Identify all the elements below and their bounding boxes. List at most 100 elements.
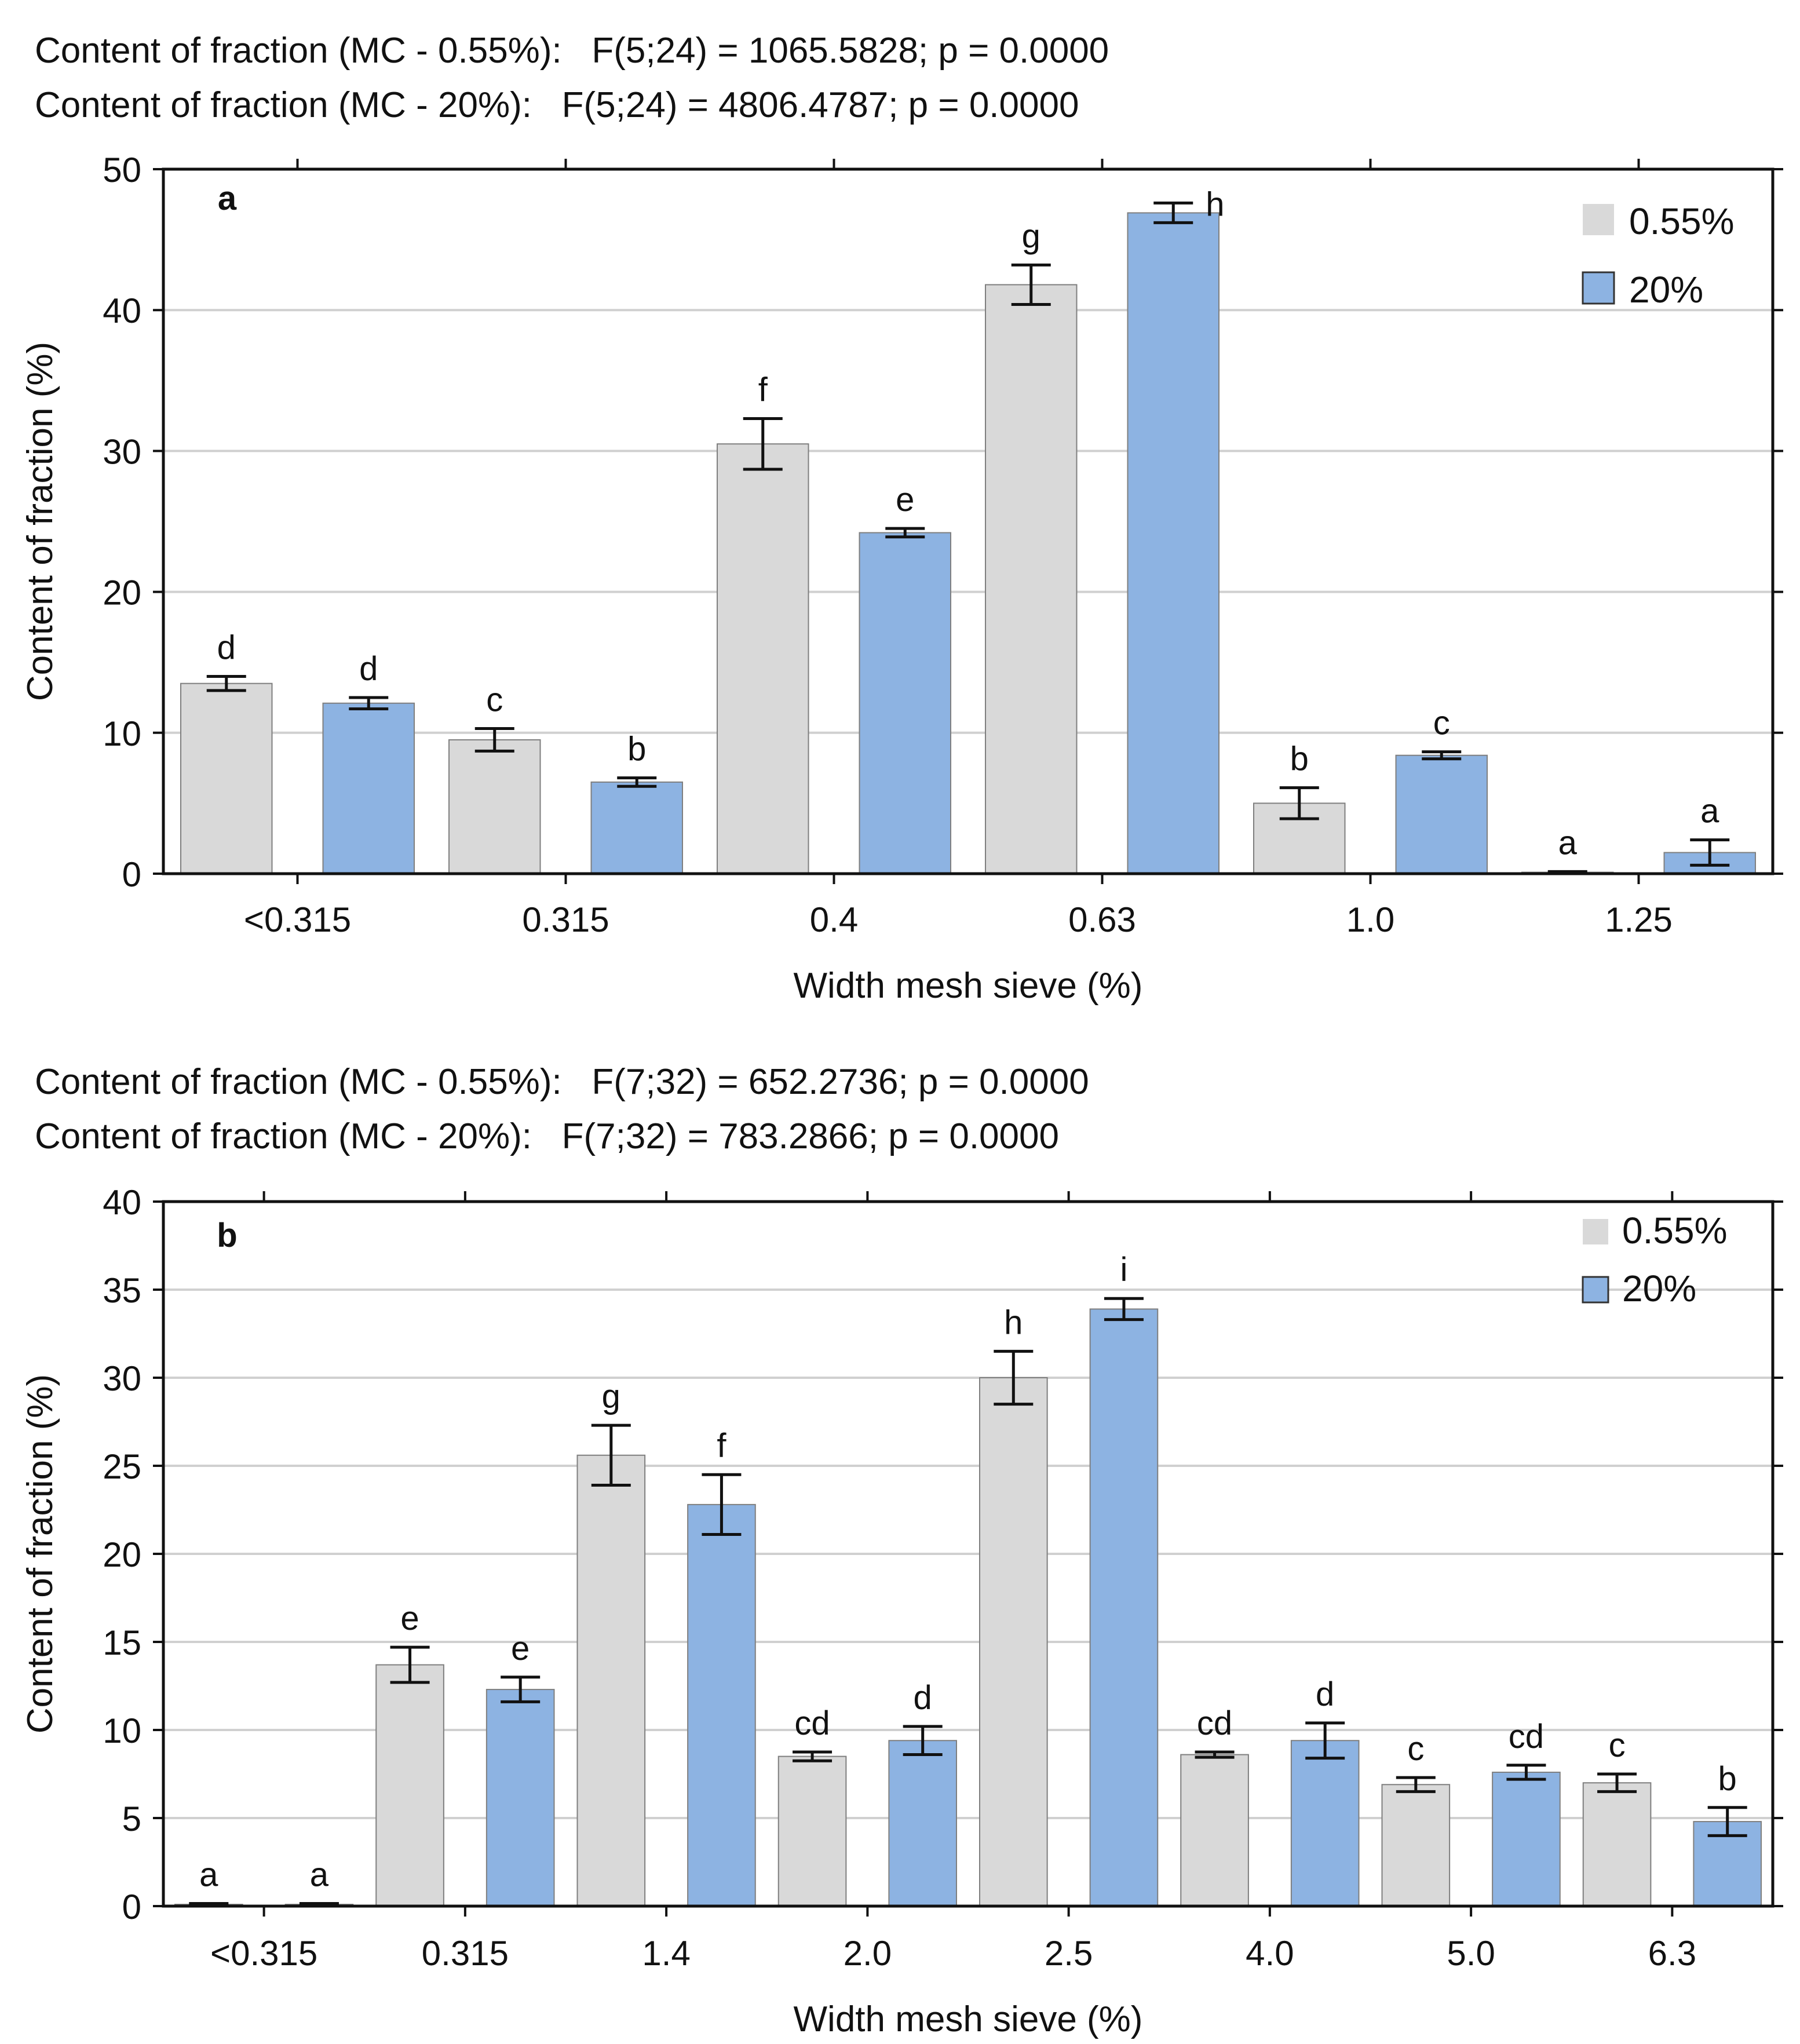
panel-b-xtick-label: 4.0 (1246, 1934, 1294, 1973)
panel-b-xtick-label: 6.3 (1648, 1934, 1696, 1973)
panel-a-group-letter: a (1558, 824, 1578, 862)
panel-a-chart: 0 10 20 30 40 50 <0.315 d d 0.315 c b 0.4 f e 0.63 g h 1.0… (20, 151, 1783, 1006)
panel-b-group-letter: c (1609, 1727, 1626, 1764)
panel-b-chart: 0 5 10 15 20 25 30 35 40 <0.315 a a 0.315 e e 1.4 g f 2.0 c… (20, 1183, 1783, 2039)
panel-b-bar-s055 (777, 1755, 847, 1907)
panel-b-stat-line-2: Content of fraction (MC - 20%): F(7;32) … (35, 1116, 1059, 1156)
panel-b-bar-s055 (1180, 1754, 1249, 1907)
panel-a-group-letter: c (486, 681, 503, 719)
panel-b-group-letter: d (1316, 1676, 1334, 1713)
panel-b-bar-s20 (1492, 1771, 1561, 1907)
panel-b-bar-s055 (979, 1377, 1048, 1907)
panel-a-legend-swatch-s20 (1582, 271, 1615, 305)
panel-a-xtick-label: 0.63 (1068, 900, 1136, 939)
panel-a-xtick-label: 1.25 (1605, 900, 1673, 939)
panel-b-bar-s055 (1582, 1782, 1652, 1907)
panel-b-group-letter: f (717, 1427, 726, 1465)
panel-a-legend-label-s055: 0.55% (1629, 200, 1734, 242)
panel-b-plot-frame (162, 1200, 1775, 1908)
panel-b-legend: 0.55% 20% (1582, 1210, 1727, 1309)
panel-b-group-letter: c (1407, 1730, 1424, 1768)
panel-b-xtick-label: 0.315 (422, 1934, 509, 1973)
panel-b-bar-s20 (888, 1740, 957, 1907)
panel-b-bar-s055 (375, 1664, 444, 1907)
panel-a-bar-s20 (322, 702, 415, 875)
panel-a-group-letter: g (1022, 217, 1040, 255)
panel-a-bar-s20 (859, 532, 951, 874)
panel-a-ytick-label: 20 (103, 574, 141, 612)
panel-a-group-letter: h (1206, 185, 1224, 223)
panel-a-xtick-label: <0.315 (244, 900, 351, 939)
panel-a-bar-s20 (590, 781, 683, 875)
panel-a-xtick-label: 0.315 (522, 900, 609, 939)
panel-b-xlabel: Width mesh sieve (%) (794, 1999, 1143, 2039)
panel-b-group-letter: b (1718, 1760, 1737, 1798)
panel-a-bar-s055 (448, 739, 541, 874)
panel-b-label: b (217, 1217, 237, 1254)
panel-b-ytick-label: 30 (103, 1359, 141, 1398)
panel-a-ytick-label: 40 (103, 291, 141, 330)
panel-a-ytick-label: 50 (103, 151, 141, 189)
panel-b-xtick-label: 2.5 (1045, 1934, 1093, 1973)
panel-b-legend-label-s055: 0.55% (1622, 1210, 1727, 1251)
panel-a-stat-line-1: Content of fraction (MC - 0.55%): F(5;24… (35, 31, 1109, 71)
panel-a-group-letter: c (1433, 705, 1450, 742)
panel-b-stat-line-1: Content of fraction (MC - 0.55%): F(7;32… (35, 1062, 1089, 1102)
panel-b-group-letter: cd (1509, 1718, 1544, 1755)
panel-a-xtick-label: 0.4 (810, 900, 858, 939)
panel-b-bar-s20 (687, 1503, 756, 1907)
panel-a-ytick-label: 10 (103, 714, 141, 753)
panel-b-group-letter: a (199, 1856, 218, 1893)
panel-a-group-letter: b (627, 731, 646, 768)
panel-b-ylabel: Content of fraction (%) (20, 1374, 60, 1733)
panel-a-group-letter: f (758, 371, 768, 408)
panel-a-ytick-label: 30 (103, 432, 141, 471)
panel-b-bar-s055 (1381, 1784, 1451, 1907)
panel-b-bar-s20 (1089, 1308, 1159, 1907)
panel-b-legend-label-s20: 20% (1622, 1268, 1696, 1309)
panel-a-group-letter: d (359, 650, 378, 688)
panel-b-group-letter: e (400, 1600, 419, 1637)
panel-a-bar-s055 (180, 682, 273, 875)
panel-a-bar-s055 (717, 443, 809, 874)
panel-a-legend-swatch-s055 (1583, 204, 1614, 235)
panel-b-bar-s20 (485, 1689, 555, 1907)
panel-b-group-letter: g (602, 1378, 620, 1415)
panel-b-xtick-label: 1.4 (642, 1934, 690, 1973)
panel-a-label: a (218, 180, 237, 217)
panel-a-plot-frame (162, 167, 1775, 875)
panel-b-ytick-label: 0 (122, 1888, 141, 1926)
panel-a-group-letter: e (896, 481, 914, 519)
panel-a-ytick-label: 0 (122, 855, 141, 894)
panel-b-ytick-label: 35 (103, 1271, 141, 1310)
panel-b-xtick-label: 5.0 (1447, 1934, 1495, 1973)
panel-a-group-letter: d (217, 629, 236, 667)
panel-b-xtick-label: 2.0 (844, 1934, 892, 1973)
panel-b-ytick-label: 15 (103, 1623, 141, 1662)
panel-a-xtick-label: 1.0 (1346, 900, 1394, 939)
panel-b-legend-swatch-s055 (1583, 1219, 1608, 1244)
panel-b-ytick-label: 20 (103, 1535, 141, 1574)
panel-b-bar-s20 (1290, 1740, 1360, 1907)
panel-a-group-letter: a (1700, 793, 1719, 830)
panel-b-xtick-label: <0.315 (210, 1934, 317, 1973)
panel-a-xlabel: Width mesh sieve (%) (794, 966, 1143, 1006)
panel-b-group-letter: a (310, 1856, 329, 1893)
panel-b-group-letter: i (1120, 1251, 1127, 1289)
panel-b-group-letter: d (914, 1679, 932, 1717)
panel-a-legend: 0.55% 20% (1582, 200, 1734, 311)
panel-b-group-letter: cd (1197, 1704, 1232, 1742)
panel-a-bar-s055 (985, 284, 1078, 874)
panel-b-ytick-label: 40 (103, 1183, 141, 1222)
panel-a-bar-s20 (1395, 754, 1488, 875)
panel-b-legend-swatch-s20 (1582, 1276, 1609, 1304)
panel-b-group-letter: e (511, 1630, 530, 1667)
panel-b-ytick-label: 10 (103, 1711, 141, 1750)
panel-b-ytick-label: 25 (103, 1447, 141, 1486)
panel-a-ylabel: Content of fraction (%) (20, 342, 60, 701)
panel-b-group-letter: h (1004, 1304, 1023, 1341)
panel-b-ytick-label: 5 (122, 1800, 141, 1838)
panel-b-group-letter: cd (794, 1704, 830, 1742)
panel-a-bar-s20 (1127, 212, 1220, 875)
panel-a-legend-label-s20: 20% (1629, 269, 1703, 311)
